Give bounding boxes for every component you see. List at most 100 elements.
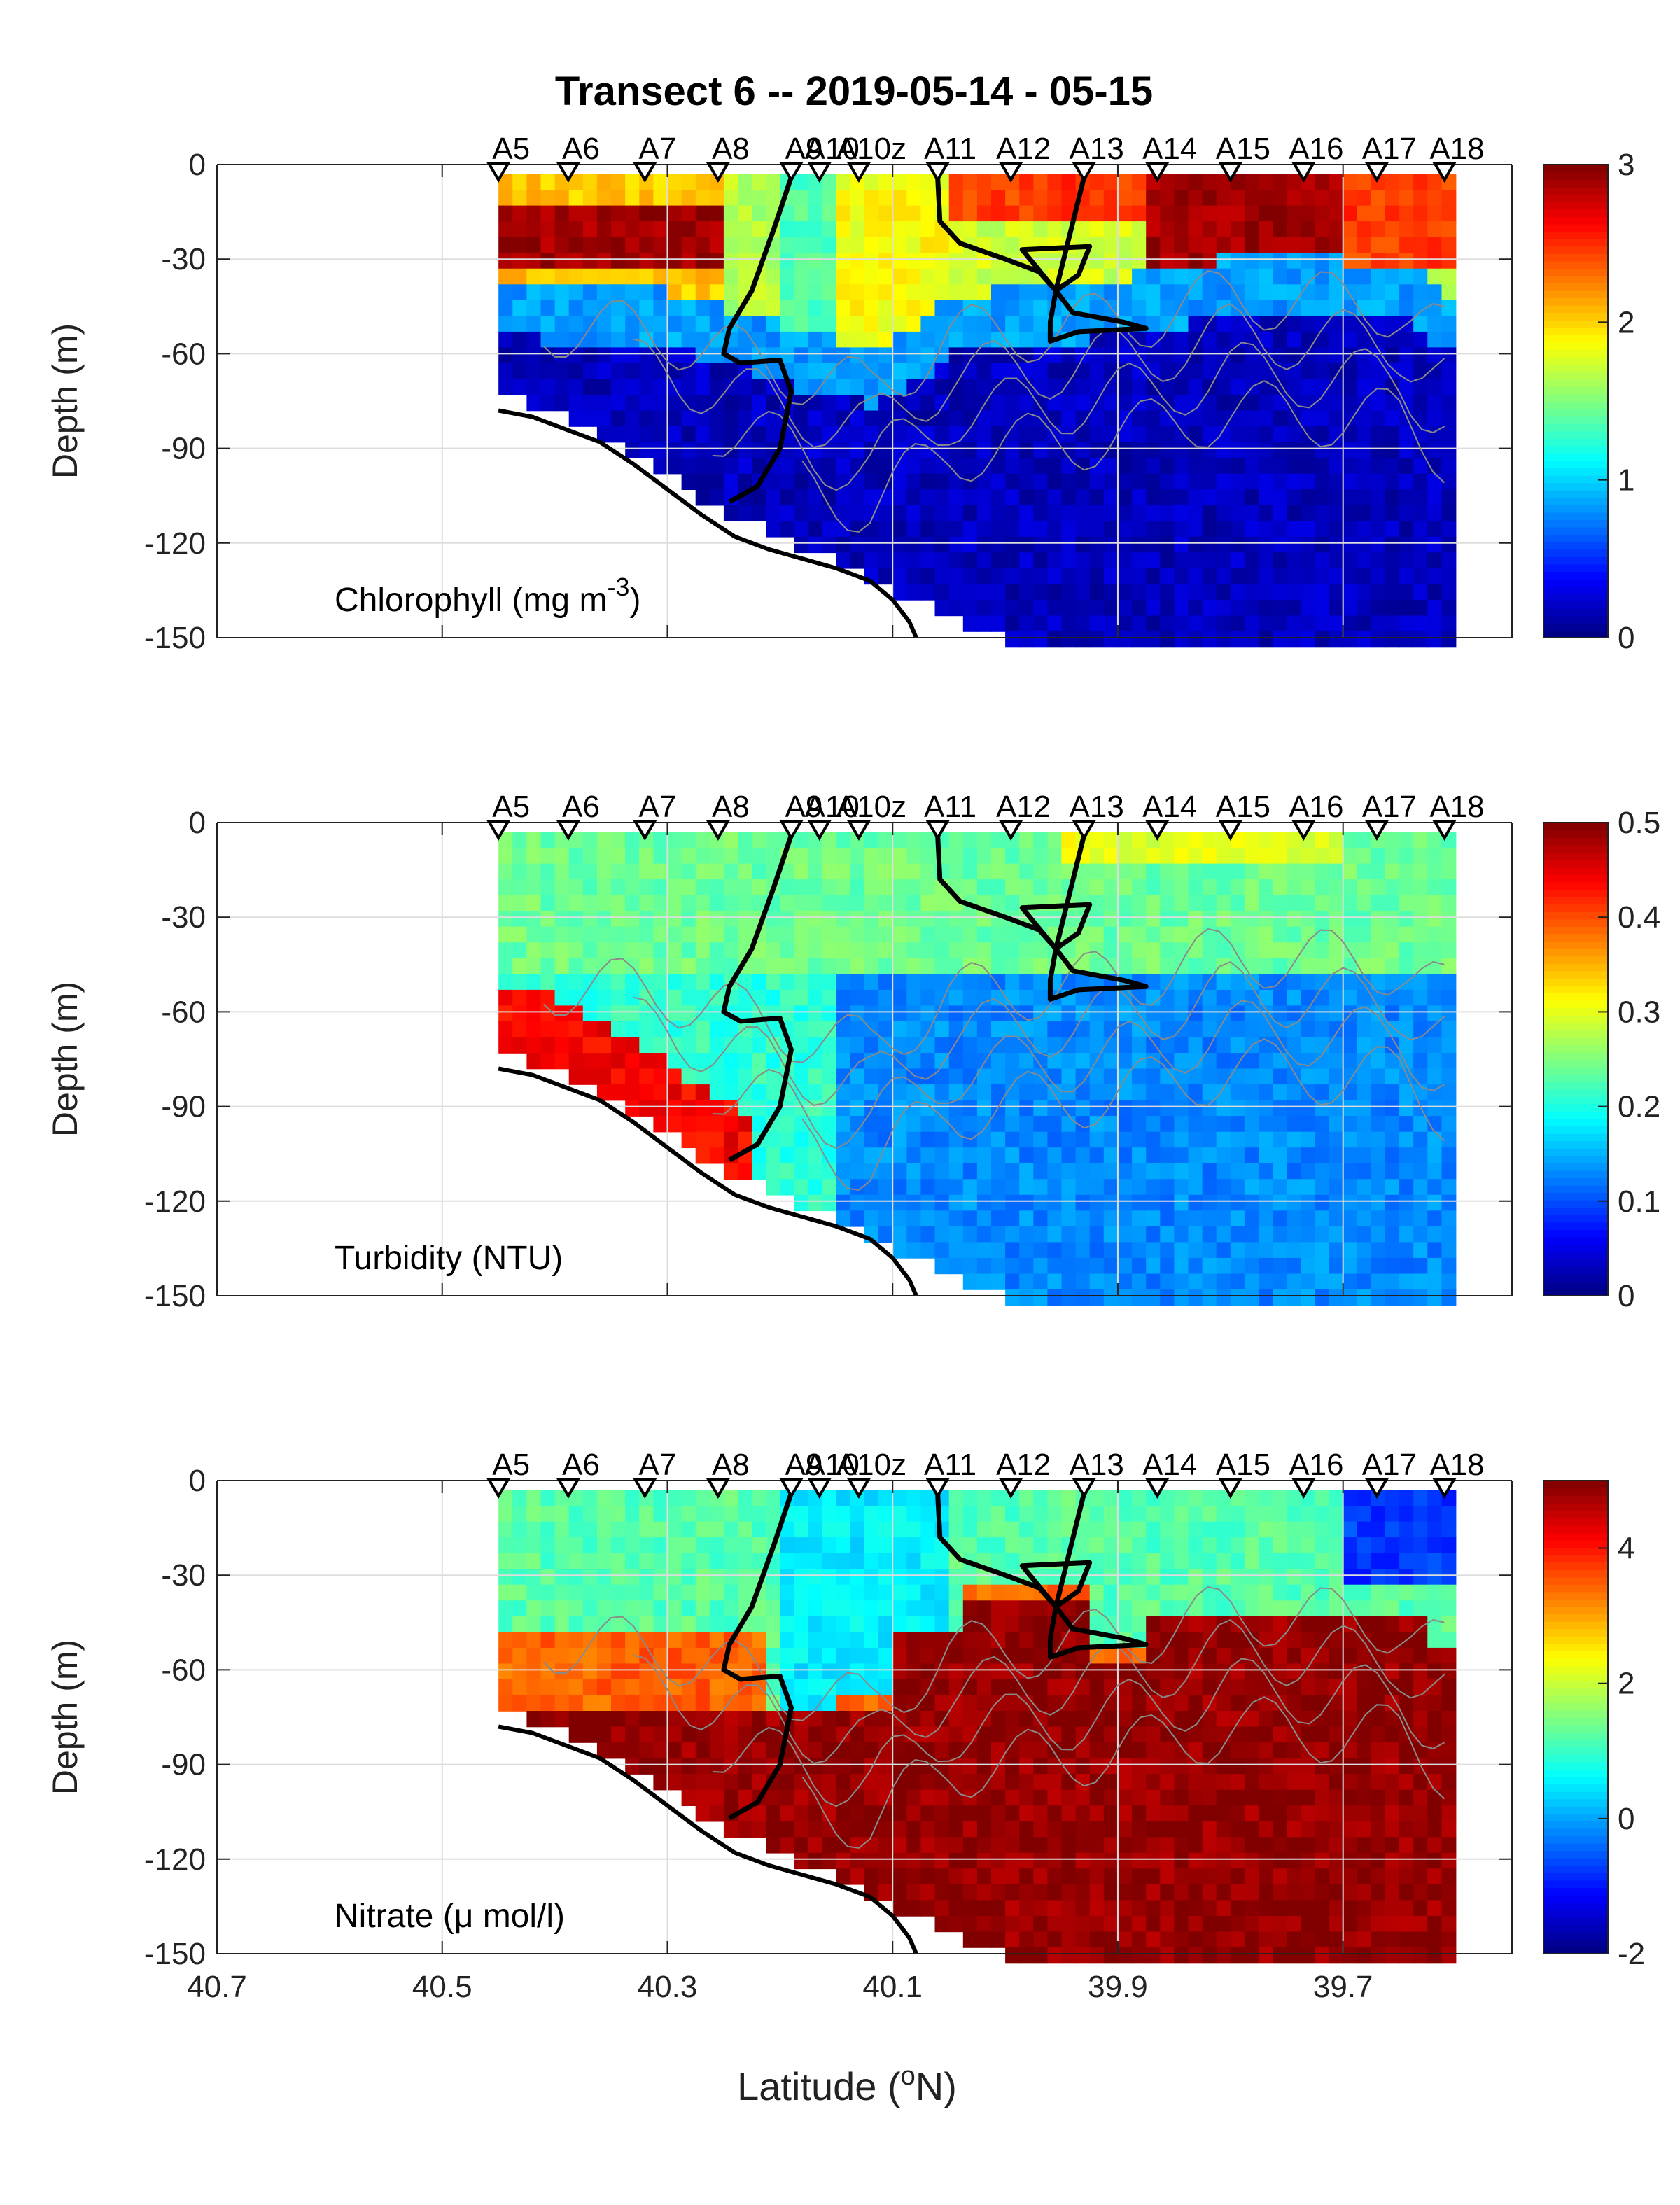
heatmap-cell bbox=[1188, 395, 1203, 412]
heatmap-cell bbox=[625, 379, 640, 396]
heatmap-cell bbox=[681, 1053, 696, 1070]
heatmap-cell bbox=[1202, 1068, 1217, 1085]
heatmap-cell bbox=[864, 1131, 879, 1148]
heatmap-cell bbox=[568, 363, 584, 380]
heatmap-cell bbox=[681, 1726, 696, 1743]
heatmap-cell bbox=[1343, 237, 1358, 253]
heatmap-cell bbox=[639, 879, 654, 896]
heatmap-cell bbox=[920, 1805, 936, 1822]
heatmap-cell bbox=[1047, 1242, 1063, 1259]
heatmap-cell bbox=[512, 268, 528, 285]
heatmap-cell bbox=[1427, 1226, 1443, 1243]
heatmap-cell bbox=[596, 832, 612, 848]
heatmap-cell bbox=[1132, 1647, 1147, 1665]
colorbar-tick-label: 2 bbox=[1618, 305, 1634, 340]
heatmap-cell bbox=[540, 1632, 556, 1648]
heatmap-cell bbox=[864, 1837, 879, 1854]
heatmap-cell bbox=[596, 1726, 612, 1743]
heatmap-cell bbox=[850, 300, 865, 317]
heatmap-cell bbox=[1216, 473, 1231, 490]
heatmap-cell bbox=[822, 331, 837, 349]
heatmap-cell bbox=[962, 300, 978, 317]
heatmap-cell bbox=[948, 1490, 964, 1506]
heatmap-cell bbox=[1371, 521, 1386, 538]
heatmap-cell bbox=[822, 895, 837, 911]
heatmap-cell bbox=[878, 1600, 893, 1617]
heatmap-cell bbox=[695, 1084, 710, 1101]
heatmap-cell bbox=[709, 1131, 724, 1148]
heatmap-cell bbox=[512, 331, 528, 349]
heatmap-cell bbox=[920, 1084, 936, 1101]
heatmap-cell bbox=[1019, 1506, 1035, 1522]
heatmap-cell bbox=[568, 379, 584, 396]
heatmap-cell bbox=[1357, 442, 1372, 458]
heatmap-cell bbox=[1399, 174, 1414, 190]
heatmap-cell bbox=[794, 926, 809, 943]
heatmap-cell bbox=[1216, 1289, 1231, 1306]
heatmap-cell bbox=[1061, 1695, 1077, 1712]
heatmap-cell bbox=[1244, 174, 1259, 190]
heatmap-cell bbox=[1287, 316, 1302, 332]
heatmap-cell bbox=[653, 1647, 668, 1665]
heatmap-cell bbox=[962, 1084, 978, 1101]
heatmap-cell bbox=[738, 1163, 752, 1180]
heatmap-cell bbox=[1357, 331, 1372, 349]
heatmap-cell bbox=[568, 1616, 584, 1633]
heatmap-cell bbox=[1244, 473, 1259, 490]
heatmap-cell bbox=[934, 1021, 950, 1038]
heatmap-cell bbox=[850, 426, 865, 443]
heatmap-cell bbox=[1061, 458, 1077, 475]
heatmap-cell bbox=[1132, 268, 1147, 285]
heatmap-cell bbox=[526, 379, 542, 396]
heatmap-cell bbox=[920, 832, 936, 848]
heatmap-cell bbox=[948, 1726, 964, 1743]
heatmap-cell bbox=[1146, 1616, 1161, 1633]
heatmap-cell bbox=[1033, 1226, 1049, 1243]
heatmap-cell bbox=[850, 1647, 865, 1665]
heatmap-cell bbox=[709, 190, 724, 206]
heatmap-cell bbox=[780, 316, 795, 332]
heatmap-cell bbox=[526, 363, 542, 380]
heatmap-cell bbox=[976, 552, 992, 569]
heatmap-cell bbox=[1244, 989, 1259, 1007]
heatmap-cell bbox=[1385, 1053, 1400, 1070]
heatmap-cell bbox=[1371, 268, 1386, 285]
heatmap-cell bbox=[611, 1553, 626, 1569]
heatmap-cell bbox=[1357, 268, 1372, 285]
heatmap-cell bbox=[794, 410, 809, 427]
heatmap-cell bbox=[1441, 300, 1457, 317]
heatmap-cell bbox=[1075, 1037, 1091, 1054]
heatmap-cell bbox=[906, 1179, 922, 1196]
heatmap-cell bbox=[512, 300, 528, 317]
heatmap-cell bbox=[526, 347, 542, 364]
heatmap-cell bbox=[611, 1632, 626, 1648]
heatmap-cell bbox=[667, 221, 682, 238]
heatmap-cell bbox=[568, 1490, 584, 1506]
heatmap-cell bbox=[1061, 379, 1077, 396]
heatmap-cell bbox=[681, 1789, 696, 1806]
heatmap-cell bbox=[1329, 505, 1344, 522]
heatmap-cell bbox=[1089, 568, 1105, 585]
heatmap-cell bbox=[934, 1553, 950, 1569]
heatmap-cell bbox=[892, 1131, 908, 1148]
heatmap-cell bbox=[780, 1116, 795, 1133]
heatmap-cell bbox=[991, 1490, 1006, 1506]
heatmap-cell bbox=[625, 989, 640, 1007]
heatmap-cell bbox=[1132, 1569, 1147, 1586]
heatmap-cell bbox=[1385, 1242, 1400, 1259]
heatmap-cell bbox=[709, 1506, 724, 1522]
heatmap-cell bbox=[1413, 316, 1429, 332]
heatmap-cell bbox=[512, 174, 528, 190]
heatmap-cell bbox=[1033, 190, 1049, 206]
colorbar-segment bbox=[1544, 1007, 1608, 1016]
heatmap-cell bbox=[1160, 832, 1175, 848]
heatmap-cell bbox=[1371, 489, 1386, 506]
heatmap-cell bbox=[794, 879, 809, 896]
station-label: A8 bbox=[712, 790, 750, 824]
heatmap-cell bbox=[625, 1084, 640, 1101]
heatmap-cell bbox=[695, 284, 710, 301]
heatmap-cell bbox=[752, 221, 766, 238]
heatmap-cell bbox=[1413, 190, 1429, 206]
heatmap-cell bbox=[822, 1005, 837, 1022]
heatmap-cell bbox=[723, 1537, 738, 1554]
